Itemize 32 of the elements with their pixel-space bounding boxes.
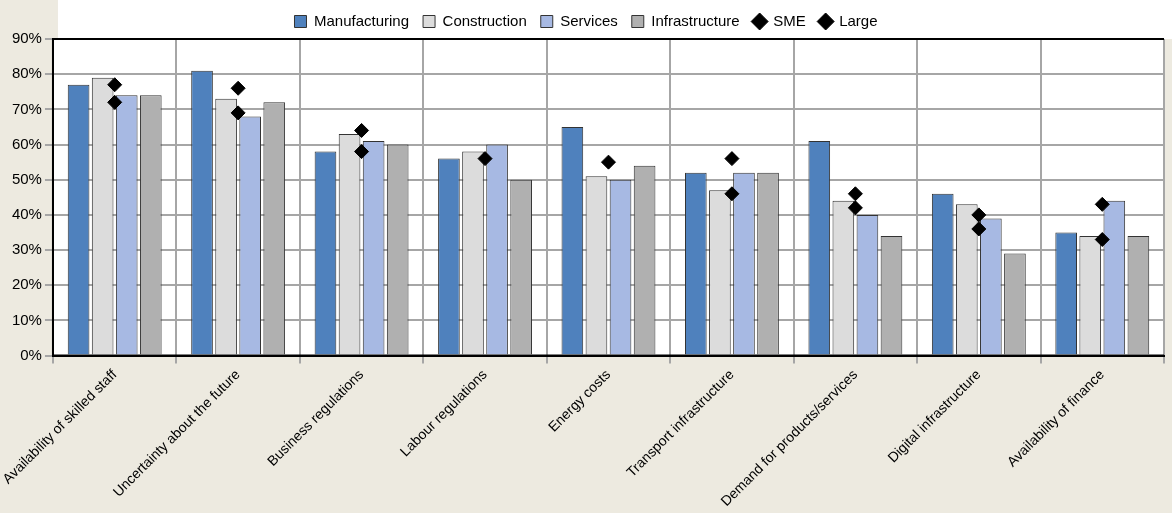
y-tick-label: 90% xyxy=(11,29,42,47)
y-tick-label: 60% xyxy=(11,134,42,152)
point xyxy=(354,122,370,138)
y-tick-label: 50% xyxy=(11,169,42,187)
legend-label: Services xyxy=(560,11,618,29)
point xyxy=(847,200,863,216)
point xyxy=(724,151,740,167)
point xyxy=(971,207,987,223)
legend-label: Construction xyxy=(442,11,527,29)
legend-label: Large xyxy=(839,11,878,29)
point xyxy=(724,186,740,202)
point xyxy=(847,186,863,202)
point xyxy=(230,105,246,121)
legend-label: Manufacturing xyxy=(313,11,410,29)
point xyxy=(1094,196,1110,212)
point xyxy=(107,77,123,93)
y-tick-label: 20% xyxy=(11,275,42,293)
point xyxy=(1094,232,1110,248)
y-tick-label: 10% xyxy=(11,310,42,328)
legend-label: SME xyxy=(773,11,806,29)
point xyxy=(600,154,616,170)
point xyxy=(354,144,370,160)
point xyxy=(230,80,246,96)
y-tick-label: 80% xyxy=(11,64,42,82)
y-tick-label: 40% xyxy=(11,205,42,223)
point xyxy=(477,151,493,167)
y-tick-label: 0% xyxy=(20,345,42,363)
y-tick-label: 30% xyxy=(11,240,42,258)
y-tick-label: 70% xyxy=(11,99,42,117)
legend-label: Infrastructure xyxy=(651,11,740,29)
point xyxy=(971,221,987,237)
point xyxy=(107,94,123,110)
